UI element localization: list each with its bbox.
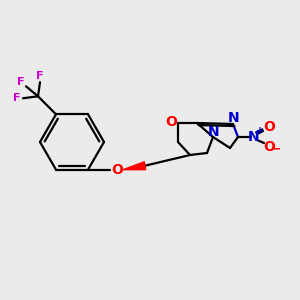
Polygon shape xyxy=(123,162,146,170)
Text: N: N xyxy=(248,130,260,144)
Text: F: F xyxy=(36,71,44,81)
Text: O: O xyxy=(263,140,275,154)
Text: N: N xyxy=(228,111,240,125)
Text: F: F xyxy=(13,93,21,103)
Text: −: − xyxy=(271,142,281,155)
Text: O: O xyxy=(263,120,275,134)
Text: O: O xyxy=(111,163,123,177)
Text: F: F xyxy=(17,77,25,87)
Text: +: + xyxy=(256,126,264,136)
Text: O: O xyxy=(165,115,177,129)
Text: N: N xyxy=(208,125,220,139)
